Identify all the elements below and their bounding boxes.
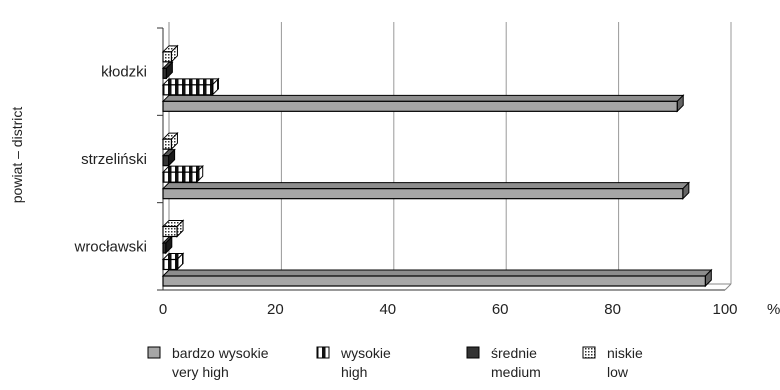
floor-right-edge bbox=[724, 283, 732, 291]
x-tick-label: 40 bbox=[379, 301, 396, 318]
bar-front-face bbox=[162, 275, 706, 287]
bar-front-face bbox=[162, 171, 198, 183]
bar-front-face bbox=[162, 67, 167, 79]
bar-1-0 bbox=[161, 181, 691, 200]
bar-top-face bbox=[161, 165, 204, 173]
legend-label: low bbox=[607, 364, 629, 380]
category-label: kłodzki bbox=[101, 64, 147, 81]
legend-item: wysokie high bbox=[316, 345, 391, 380]
x-tick-label: 0 bbox=[159, 301, 167, 318]
category-label: wrocławski bbox=[73, 238, 147, 255]
bar-top-face bbox=[161, 94, 685, 102]
bar-0-0 bbox=[161, 94, 685, 113]
x-tick-label: 20 bbox=[267, 301, 284, 318]
bar-top-face bbox=[161, 182, 691, 190]
bar-1-2 bbox=[161, 148, 176, 167]
x-tick-label: 100 bbox=[712, 301, 737, 318]
legend-swatch bbox=[147, 346, 161, 359]
gridlines bbox=[280, 22, 732, 284]
bar-front-face bbox=[162, 242, 167, 254]
legend-item: średnie medium bbox=[466, 345, 541, 380]
x-tick-label: 60 bbox=[492, 301, 509, 318]
legend-swatch bbox=[466, 346, 480, 359]
bar-front-face bbox=[162, 188, 684, 200]
legend-label: wysokie bbox=[340, 345, 391, 361]
y-axis-label: powiat – district bbox=[9, 107, 25, 204]
category-labels: kłodzki strzeliński wrocławski bbox=[73, 64, 147, 256]
legend-label: średnie bbox=[491, 345, 537, 361]
legend: bardzo wysokie very high wysokie high średni… bbox=[147, 345, 643, 380]
bar-front-face bbox=[162, 51, 173, 63]
legend-item: niskie low bbox=[582, 345, 643, 380]
bar-2-2 bbox=[161, 235, 174, 255]
bar-front-face bbox=[162, 155, 170, 167]
bar-2-0 bbox=[161, 268, 713, 288]
bar-1-3 bbox=[161, 131, 179, 151]
legend-label: bardzo wysokie bbox=[172, 345, 269, 361]
legend-label: high bbox=[341, 364, 367, 380]
bar-top-face bbox=[161, 269, 713, 277]
legend-swatch bbox=[582, 346, 596, 359]
legend-label: very high bbox=[172, 364, 229, 380]
x-tick-labels: 0 20 40 60 80 100% bbox=[159, 301, 780, 318]
bar-2-3 bbox=[161, 219, 185, 238]
bar-2-1 bbox=[161, 252, 185, 271]
legend-label: medium bbox=[491, 364, 541, 380]
bar-front-face bbox=[162, 258, 178, 271]
bar-0-1 bbox=[161, 77, 220, 97]
bar-1-1 bbox=[161, 164, 204, 184]
bar-top-face bbox=[161, 78, 220, 86]
axes bbox=[157, 22, 732, 291]
legend-label: niskie bbox=[607, 345, 643, 361]
bar-front-face bbox=[162, 138, 173, 150]
bar-front-face bbox=[162, 225, 178, 238]
x-tick-label: 80 bbox=[604, 301, 621, 318]
bar-0-2 bbox=[161, 61, 174, 80]
bars bbox=[161, 44, 713, 288]
x-unit-label: % bbox=[767, 301, 780, 318]
category-label: strzeliński bbox=[81, 151, 147, 168]
legend-swatch bbox=[316, 346, 330, 359]
bar-front-face bbox=[162, 84, 214, 96]
legend-item: bardzo wysokie very high bbox=[147, 345, 269, 380]
bar-front-face bbox=[162, 100, 678, 112]
bar-0-3 bbox=[161, 44, 179, 64]
